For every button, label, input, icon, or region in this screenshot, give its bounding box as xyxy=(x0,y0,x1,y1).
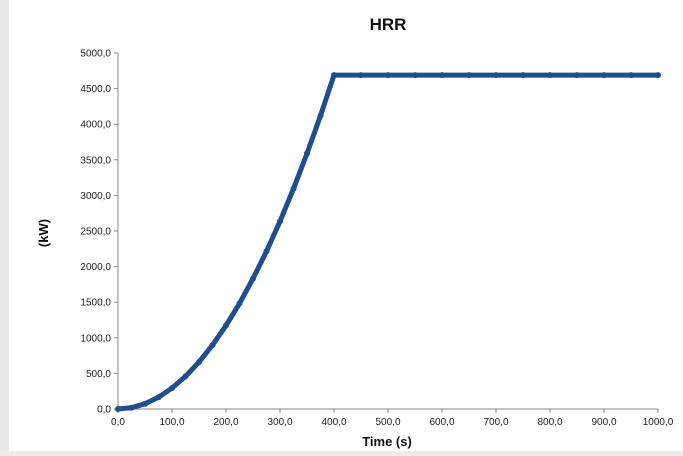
bottom-edge-strip xyxy=(0,451,683,456)
series-layer xyxy=(115,72,661,412)
x-tick-label: 1000,0 xyxy=(643,417,674,428)
hrr-data-point xyxy=(250,275,256,282)
hrr-data-point xyxy=(601,72,607,79)
hrr-data-point xyxy=(304,150,310,157)
x-tick-label: 0,0 xyxy=(111,417,125,428)
hrr-data-point xyxy=(466,72,472,79)
x-axis-ticks: 0,0 100,0 200,0 300,0 400,0 500,0 600,0 700,0 80… xyxy=(111,409,674,428)
x-tick-label: 900,0 xyxy=(591,417,616,428)
y-tick-label: 1500,0 xyxy=(80,298,111,309)
hrr-data-point xyxy=(317,112,324,119)
x-tick-label: 200,0 xyxy=(213,417,238,428)
left-edge-strip xyxy=(0,0,9,456)
hrr-data-point xyxy=(155,394,162,401)
y-tick-label: 3500,0 xyxy=(80,155,111,166)
y-tick-label: 3000,0 xyxy=(80,191,111,202)
y-tick-label: 5000,0 xyxy=(80,49,111,60)
hrr-data-point xyxy=(628,72,634,79)
hrr-data-point xyxy=(493,72,499,79)
hrr-data-point xyxy=(520,72,526,79)
hrr-data-point xyxy=(169,385,175,392)
y-tick-label: 1000,0 xyxy=(80,333,111,344)
chart-title: HRR xyxy=(370,15,407,34)
hrr-data-point xyxy=(358,72,364,79)
x-tick-label: 100,0 xyxy=(159,417,184,428)
hrr-data-point xyxy=(385,72,391,79)
x-tick-label: 300,0 xyxy=(267,417,292,428)
x-tick-label: 400,0 xyxy=(321,417,346,428)
hrr-data-point xyxy=(277,218,283,225)
x-tick-label: 600,0 xyxy=(429,417,454,428)
y-tick-label: 4000,0 xyxy=(80,120,111,131)
y-axis-ticks: 0,0 500,0 1000,0 1500,0 2000,0 2500,0 3000,0 35… xyxy=(80,49,118,416)
x-axis-label: Time (s) xyxy=(362,434,412,449)
hrr-data-point xyxy=(196,359,202,366)
hrr-data-point xyxy=(290,185,297,192)
hrr-data-point xyxy=(236,300,243,307)
y-tick-label: 0,0 xyxy=(97,405,111,416)
x-tick-label: 800,0 xyxy=(537,417,562,428)
y-tick-label: 500,0 xyxy=(86,369,111,380)
hrr-data-point xyxy=(223,322,229,329)
hrr-data-point xyxy=(263,248,270,255)
hrr-data-point xyxy=(412,72,418,79)
hrr-data-point xyxy=(142,400,148,407)
y-tick-label: 2000,0 xyxy=(80,262,111,273)
hrr-data-point xyxy=(439,72,445,79)
hrr-data-point xyxy=(331,72,337,79)
hrr-series-line xyxy=(115,72,661,412)
x-tick-label: 500,0 xyxy=(375,417,400,428)
hrr-data-point xyxy=(182,373,189,380)
hrr-data-point xyxy=(115,406,121,412)
y-axis-label: (kW) xyxy=(36,219,51,247)
hrr-data-point xyxy=(209,342,216,349)
hrr-data-point xyxy=(547,72,553,79)
hrr-data-point xyxy=(128,404,135,411)
x-tick-label: 700,0 xyxy=(483,417,508,428)
hrr-data-point xyxy=(655,72,661,79)
y-tick-label: 4500,0 xyxy=(80,84,111,95)
y-tick-label: 2500,0 xyxy=(80,227,111,238)
hrr-data-point xyxy=(574,72,580,79)
